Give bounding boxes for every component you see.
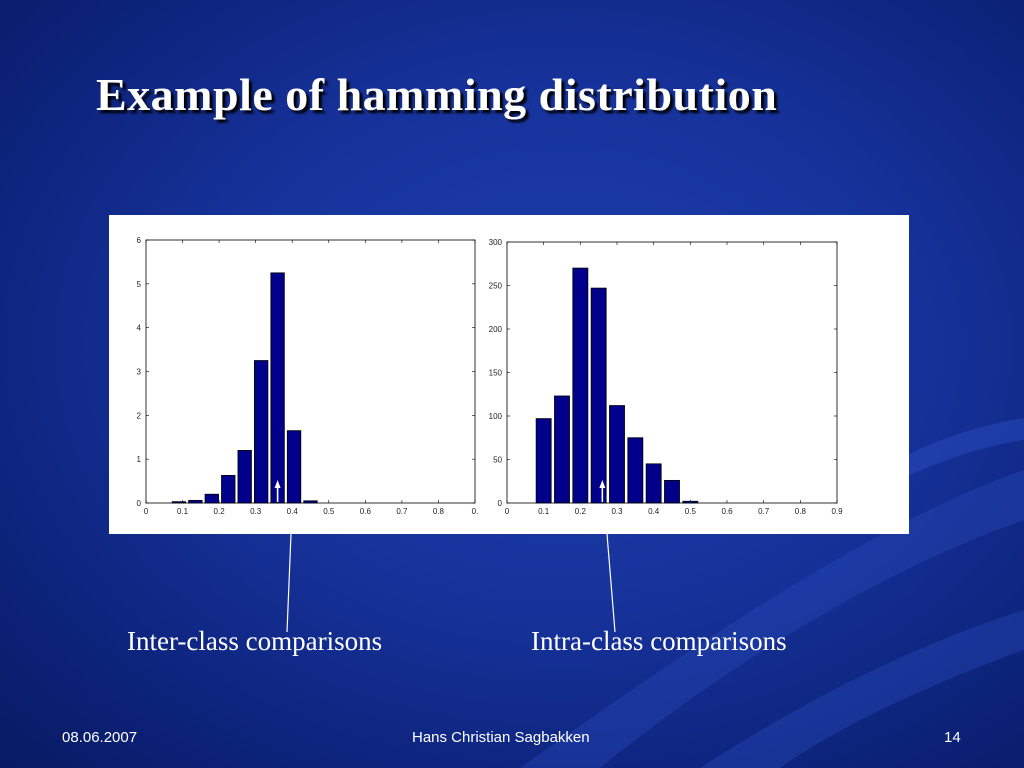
bar-1-1 <box>171 501 187 504</box>
y-tick-label: 1 <box>137 455 142 464</box>
x-tick-label: 0.3 <box>611 507 623 516</box>
caption-inter-class: Inter-class comparisons <box>127 626 383 656</box>
y-tick-label: 200 <box>489 325 503 334</box>
bar-1-2 <box>188 499 203 504</box>
y-tick-label: 50 <box>493 456 502 465</box>
bar-2-5 <box>609 405 625 504</box>
bar-2-6 <box>627 437 644 504</box>
x-tick-label: 0.7 <box>758 507 770 516</box>
y-tick-label: 4 <box>137 324 142 333</box>
bar-1-4 <box>221 474 236 504</box>
y-tick-label: 2 <box>137 411 142 420</box>
slide-title: Example of hamming distribution <box>96 69 778 120</box>
bar-1-6 <box>254 360 269 504</box>
x-tick-label: 0.5 <box>323 507 335 516</box>
x-tick-label: 0 <box>505 507 510 516</box>
x-tick-label: 0.3 <box>250 507 262 516</box>
y-tick-label: 300 <box>489 238 503 247</box>
x-tick-label: 0.1 <box>538 507 550 516</box>
y-tick-label: 150 <box>489 369 503 378</box>
x-tick-label: 0.9 <box>831 507 843 516</box>
annotation-arrow-head <box>599 480 606 488</box>
x-tick-label: 0.4 <box>648 507 660 516</box>
x-tick-label: 0.6 <box>360 507 372 516</box>
bar-2-2 <box>554 395 570 504</box>
y-tick-label: 250 <box>489 282 503 291</box>
x-tick-label: 0.6 <box>721 507 733 516</box>
y-tick-label: 0 <box>498 499 503 508</box>
footer-author: Hans Christian Sagbakken <box>412 729 590 746</box>
y-tick-label: 5 <box>137 280 142 289</box>
bar-1-3 <box>204 493 219 504</box>
x-tick-label: 0 <box>144 507 149 516</box>
x-tick-label: 0.2 <box>575 507 587 516</box>
bar-1-9 <box>303 500 318 504</box>
x-tick-label: 0. <box>472 507 479 516</box>
footer-date: 08.06.2007 <box>62 729 138 746</box>
y-tick-label: 3 <box>137 368 142 377</box>
bar-2-8 <box>664 479 680 504</box>
x-tick-label: 0.1 <box>177 507 189 516</box>
x-tick-label: 0.8 <box>433 507 445 516</box>
bar-1-8 <box>286 430 302 504</box>
bar-2-4 <box>590 287 607 504</box>
bar-1-7 <box>270 272 285 504</box>
x-tick-label: 0.4 <box>287 507 299 516</box>
plot-frame-1 <box>145 239 476 504</box>
x-tick-label: 0.8 <box>795 507 807 516</box>
caption-intra-class: Intra-class comparisons <box>531 626 787 656</box>
bar-2-3 <box>572 267 589 504</box>
x-tick-label: 0.2 <box>214 507 226 516</box>
footer-page-number: 14 <box>944 729 961 746</box>
annotation-arrow-head <box>274 480 281 488</box>
y-tick-label: 6 <box>137 236 142 245</box>
x-tick-label: 0.5 <box>685 507 697 516</box>
bar-2-1 <box>535 418 552 504</box>
y-tick-label: 0 <box>137 499 142 508</box>
bar-2-7 <box>645 463 662 504</box>
histogram-figure: 0 0.1 0.2 0.3 0.4 0.5 0.6 0.7 0.8 0. 0 1 2 3 4 5 6 0 0.1 0.… <box>109 215 909 534</box>
y-tick-label: 100 <box>489 412 503 421</box>
x-tick-label: 0.7 <box>396 507 408 516</box>
histogram-plots: 0 0.1 0.2 0.3 0.4 0.5 0.6 0.7 0.8 0. 0 1 2 3 4 5 6 0 0.1 0.… <box>137 236 844 516</box>
bar-1-5 <box>237 449 252 504</box>
